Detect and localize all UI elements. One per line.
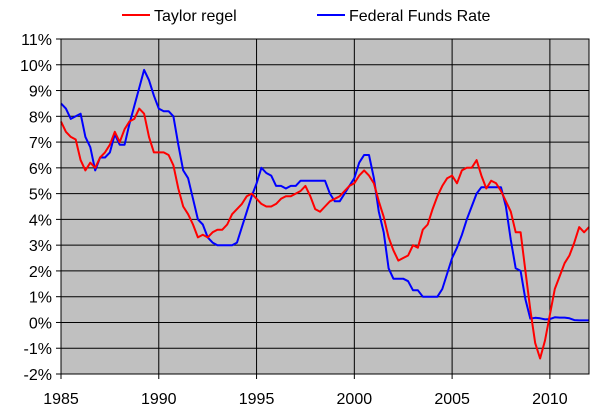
series-line-federal-funds-rate [60,68,589,322]
legend: Taylor regel Federal Funds Rate [122,8,491,25]
y-tick-label: 8% [29,109,52,126]
y-tick-label: -1% [24,341,52,358]
y-axis: 11% 10% 9% 8% 7% 6% 5% 4% 3% 2% 1% 0% -1% -2% [20,32,61,384]
y-tick-label: -2% [24,367,52,384]
y-tick-label: 11% [21,32,52,49]
x-tick-label: 1995 [239,391,275,408]
y-tick-label: 1% [29,290,52,307]
x-tick-label: 2000 [337,391,373,408]
x-tick-label: 1990 [141,391,177,408]
x-tick-label: 1985 [43,391,79,408]
legend-label-federal-funds-rate: Federal Funds Rate [349,8,491,25]
legend-label-taylor-regel: Taylor regel [154,8,237,25]
x-tick-label: 2010 [532,391,568,408]
y-tick-label: 10% [20,58,52,75]
y-tick-label: 3% [29,238,52,255]
y-tick-label: 4% [29,212,52,229]
y-tick-label: 7% [29,135,52,152]
y-tick-label: 6% [29,161,52,178]
plot-frame [60,38,590,375]
y-tick-label: 5% [29,187,52,204]
x-axis: 1985 1990 1995 2000 2005 2010 [43,374,568,408]
series-layer [60,68,590,360]
y-tick-label: 0% [29,315,52,332]
series-line-taylor-regel [60,107,590,360]
y-tick-label: 2% [29,264,52,281]
x-tick-label: 2005 [434,391,470,408]
y-tick-label: 9% [29,84,52,101]
